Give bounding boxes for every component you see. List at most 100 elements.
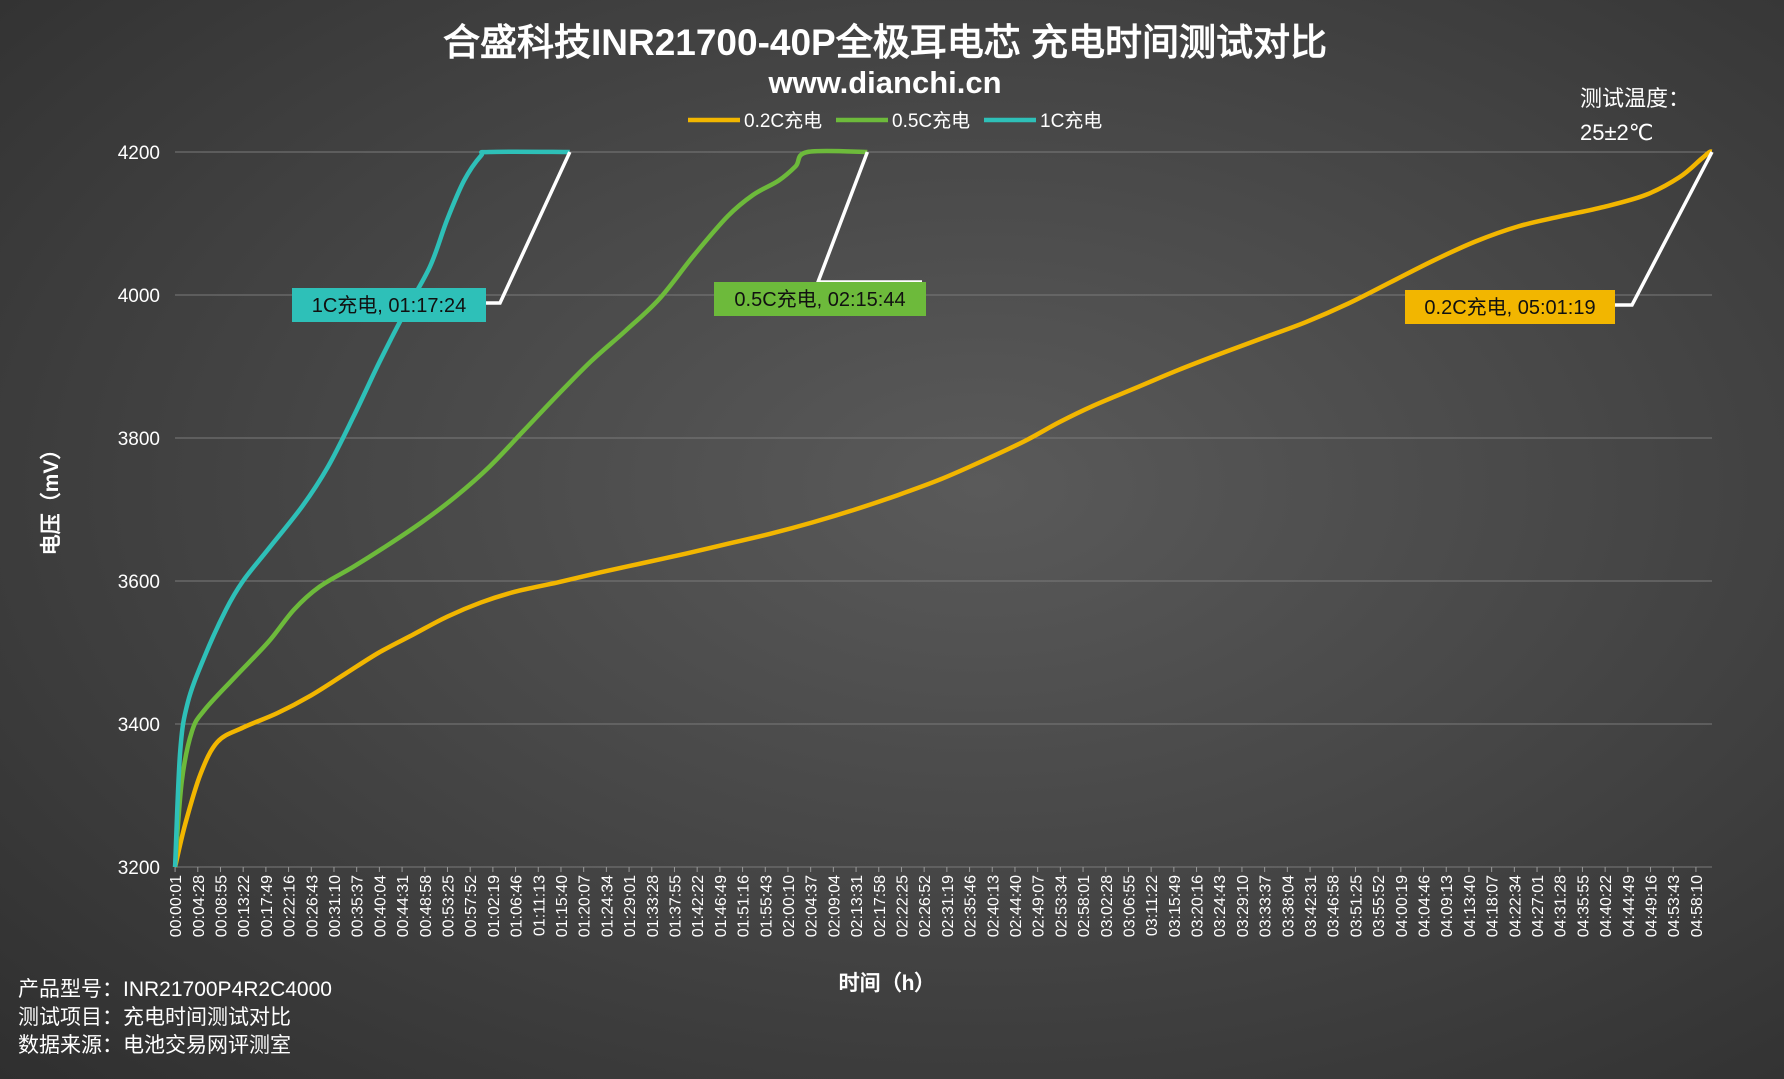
x-tick-label: 00:17:49	[259, 875, 276, 937]
callout-box	[714, 282, 926, 316]
x-tick-label: 00:26:43	[304, 875, 321, 937]
legend-label: 0.5C充电	[892, 110, 970, 132]
x-tick-label: 00:44:31	[395, 875, 412, 937]
y-tick-label: 4200	[118, 143, 160, 164]
x-tick-label: 00:35:37	[350, 875, 367, 937]
x-tick-label: 02:22:25	[894, 875, 911, 937]
y-tick-label: 4000	[118, 286, 160, 307]
x-tick-label: 00:31:10	[327, 875, 344, 937]
x-axis-label: 时间（h）	[839, 971, 936, 995]
x-tick-label: 01:51:16	[736, 875, 753, 937]
x-tick-label: 04:09:13	[1439, 875, 1456, 937]
x-tick-label: 04:35:55	[1575, 875, 1592, 937]
x-tick-label: 01:02:19	[486, 875, 503, 937]
legend: 0.2C充电 0.5C充电 1C充电	[688, 110, 1102, 132]
x-tick-label: 02:26:52	[917, 875, 934, 937]
x-tick-label: 04:04:46	[1417, 875, 1434, 937]
x-tick-label: 03:15:49	[1167, 875, 1184, 937]
x-tick-label: 01:37:55	[667, 875, 684, 937]
callout-leader	[815, 151, 922, 284]
x-tick-label: 04:27:01	[1530, 875, 1547, 937]
x-tick-label: 02:09:04	[826, 875, 843, 937]
chart-subtitle: www.dianchi.cn	[767, 65, 1001, 100]
x-tick-label: 04:44:49	[1621, 875, 1638, 937]
legend-label: 1C充电	[1040, 110, 1102, 132]
y-tick-label: 3200	[118, 858, 160, 879]
footer-source: 数据来源：电池交易网评测室	[18, 1034, 291, 1057]
x-tick-label: 03:55:52	[1371, 875, 1388, 937]
callout-label: 0.2C充电, 05:01:19	[1424, 296, 1595, 319]
y-axis-label: 电压（mV）	[39, 439, 63, 556]
x-tick-label: 00:00:01	[168, 875, 185, 937]
x-tick-label: 02:44:40	[1008, 875, 1025, 937]
footer-item: 测试项目：充电时间测试对比	[18, 1006, 291, 1029]
callouts: 0.2C充电, 05:01:19 0.5C充电, 02:15:44 1C充电, 01…	[292, 151, 1714, 324]
x-tick-label: 02:04:37	[804, 875, 821, 937]
x-tick-label: 02:17:58	[872, 875, 889, 937]
legend-label: 0.2C充电	[744, 110, 822, 132]
x-tick-label: 04:00:19	[1394, 875, 1411, 937]
callout-box	[1405, 290, 1615, 324]
x-tick-label: 00:57:52	[463, 875, 480, 937]
x-tick-label: 00:08:55	[213, 875, 230, 937]
x-tick-label: 01:46:49	[713, 875, 730, 937]
x-tick-label: 03:46:58	[1326, 875, 1343, 937]
x-tick-label: 01:06:46	[509, 875, 526, 937]
x-tick-label: 04:40:22	[1598, 875, 1615, 937]
x-tick-label: 00:04:28	[191, 875, 208, 937]
x-tick-label: 03:06:55	[1121, 875, 1138, 937]
x-tick-label: 03:29:10	[1235, 875, 1252, 937]
series-line-1C充电	[172, 149, 570, 868]
x-tick-label: 01:20:07	[577, 875, 594, 937]
x-tick-label: 00:13:22	[236, 875, 253, 937]
x-tick-label: 00:53:25	[440, 875, 457, 937]
x-tick-label: 03:33:37	[1258, 875, 1275, 937]
callout-label: 0.5C充电, 02:15:44	[734, 288, 905, 311]
temperature-note: 测试温度： 25±2℃	[1580, 86, 1690, 145]
x-tick-label: 03:20:16	[1190, 875, 1207, 937]
series-line-0.2C充电	[172, 149, 1714, 868]
x-tick-label: 00:22:16	[282, 875, 299, 937]
footer-model: 产品型号：INR21700P4R2C4000	[18, 978, 332, 1001]
footer: 产品型号：INR21700P4R2C4000 测试项目：充电时间测试对比 数据来…	[18, 976, 332, 1060]
x-tick-label: 03:11:22	[1144, 875, 1161, 936]
x-tick-label: 01:42:22	[690, 875, 707, 937]
x-tick-label: 04:13:40	[1462, 875, 1479, 937]
x-tick-label: 02:58:01	[1076, 875, 1093, 937]
x-tick-label: 01:29:01	[622, 875, 639, 937]
x-tick-label: 03:24:43	[1212, 875, 1229, 937]
x-axis: 00:00:01 00:04:28 00:08:55 00:13:22 00:17:49…	[168, 867, 1706, 937]
x-tick-label: 02:31:19	[940, 875, 957, 937]
x-tick-label: 03:51:25	[1348, 875, 1365, 937]
grid	[175, 151, 1712, 868]
x-tick-label: 00:40:04	[372, 875, 389, 937]
callout-leader	[1611, 151, 1714, 307]
x-tick-label: 02:40:13	[985, 875, 1002, 937]
x-tick-label: 01:33:28	[645, 875, 662, 937]
x-tick-label: 01:11:13	[531, 875, 548, 936]
x-tick-label: 01:55:43	[758, 875, 775, 937]
series-line-0.5C充电	[172, 148, 868, 868]
x-tick-label: 04:49:16	[1644, 875, 1661, 937]
x-tick-label: 01:24:34	[599, 875, 616, 937]
y-axis: 3200 3400 3600 3800 4000 4200	[118, 143, 160, 879]
x-tick-label: 00:48:58	[418, 875, 435, 937]
x-tick-label: 02:35:46	[963, 875, 980, 937]
callout-label: 1C充电, 01:17:24	[312, 294, 467, 317]
x-tick-label: 02:13:31	[849, 875, 866, 937]
x-tick-label: 04:31:28	[1553, 875, 1570, 937]
x-tick-label: 03:38:04	[1280, 875, 1297, 937]
callout-box	[292, 288, 486, 322]
y-tick-label: 3800	[118, 429, 160, 450]
x-tick-label: 02:49:07	[1031, 875, 1048, 937]
x-tick-label: 01:15:40	[554, 875, 571, 937]
x-tick-label: 04:22:34	[1507, 875, 1524, 937]
x-tick-label: 02:53:34	[1053, 875, 1070, 937]
callout-leader	[482, 151, 572, 305]
y-tick-label: 3400	[118, 715, 160, 736]
y-tick-label: 3600	[118, 572, 160, 593]
x-tick-label: 03:42:31	[1303, 875, 1320, 937]
x-tick-label: 02:00:10	[781, 875, 798, 937]
x-tick-label: 04:53:43	[1666, 875, 1683, 937]
